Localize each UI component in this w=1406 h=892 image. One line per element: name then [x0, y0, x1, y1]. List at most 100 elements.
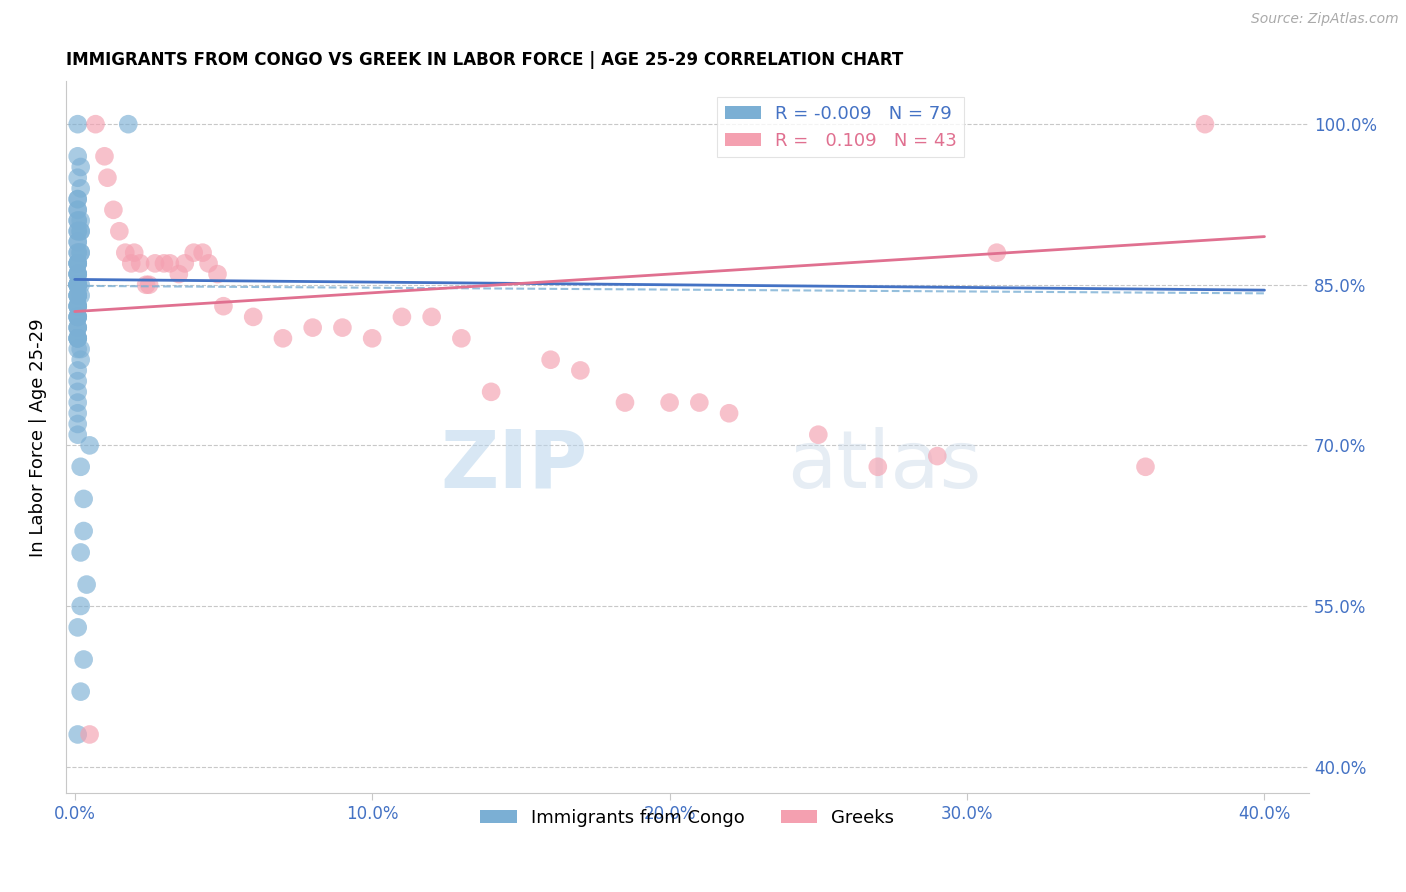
Point	[72, 491, 94, 506]
Point	[135, 277, 157, 292]
Point	[66, 374, 89, 388]
Point	[66, 406, 89, 420]
Point	[66, 224, 89, 238]
Point	[66, 170, 89, 185]
Point	[66, 192, 89, 206]
Point	[1194, 117, 1216, 131]
Point	[66, 299, 89, 313]
Point	[167, 267, 190, 281]
Point	[66, 235, 89, 249]
Point	[66, 288, 89, 302]
Point	[129, 256, 152, 270]
Point	[66, 277, 89, 292]
Point	[540, 352, 562, 367]
Point	[84, 117, 107, 131]
Point	[66, 310, 89, 324]
Point	[66, 620, 89, 634]
Point	[66, 384, 89, 399]
Point	[479, 384, 502, 399]
Point	[96, 170, 118, 185]
Point	[66, 310, 89, 324]
Point	[197, 256, 219, 270]
Point	[66, 288, 89, 302]
Point	[66, 299, 89, 313]
Point	[66, 277, 89, 292]
Point	[69, 342, 91, 356]
Point	[191, 245, 214, 260]
Point	[69, 224, 91, 238]
Point	[66, 256, 89, 270]
Point	[66, 277, 89, 292]
Point	[361, 331, 384, 345]
Point	[66, 320, 89, 334]
Point	[212, 299, 235, 313]
Point	[332, 320, 354, 334]
Point	[927, 449, 949, 463]
Point	[866, 459, 889, 474]
Point	[66, 331, 89, 345]
Point	[66, 202, 89, 217]
Point	[69, 599, 91, 613]
Point	[66, 192, 89, 206]
Point	[66, 320, 89, 334]
Point	[69, 459, 91, 474]
Point	[79, 727, 101, 741]
Legend: Immigrants from Congo, Greeks: Immigrants from Congo, Greeks	[474, 802, 901, 834]
Point	[986, 245, 1008, 260]
Point	[69, 245, 91, 260]
Point	[658, 395, 681, 409]
Point	[69, 245, 91, 260]
Point	[301, 320, 323, 334]
Text: Source: ZipAtlas.com: Source: ZipAtlas.com	[1251, 12, 1399, 26]
Point	[66, 331, 89, 345]
Point	[69, 224, 91, 238]
Point	[66, 288, 89, 302]
Point	[69, 181, 91, 195]
Text: IMMIGRANTS FROM CONGO VS GREEK IN LABOR FORCE | AGE 25-29 CORRELATION CHART: IMMIGRANTS FROM CONGO VS GREEK IN LABOR …	[66, 51, 903, 69]
Point	[66, 342, 89, 356]
Point	[66, 331, 89, 345]
Point	[138, 277, 160, 292]
Point	[271, 331, 294, 345]
Point	[66, 267, 89, 281]
Point	[66, 149, 89, 163]
Point	[69, 352, 91, 367]
Point	[66, 256, 89, 270]
Point	[66, 299, 89, 313]
Point	[117, 117, 139, 131]
Point	[69, 160, 91, 174]
Point	[66, 224, 89, 238]
Point	[66, 202, 89, 217]
Point	[66, 256, 89, 270]
Point	[66, 417, 89, 431]
Point	[66, 331, 89, 345]
Point	[66, 245, 89, 260]
Point	[66, 117, 89, 131]
Point	[143, 256, 166, 270]
Point	[420, 310, 443, 324]
Y-axis label: In Labor Force | Age 25-29: In Labor Force | Age 25-29	[30, 318, 46, 557]
Point	[66, 245, 89, 260]
Point	[159, 256, 181, 270]
Point	[66, 213, 89, 227]
Text: atlas: atlas	[787, 427, 981, 505]
Point	[66, 256, 89, 270]
Point	[69, 545, 91, 559]
Point	[66, 277, 89, 292]
Point	[66, 213, 89, 227]
Point	[207, 267, 229, 281]
Point	[122, 245, 145, 260]
Point	[569, 363, 592, 377]
Point	[718, 406, 741, 420]
Point	[391, 310, 413, 324]
Point	[93, 149, 115, 163]
Point	[66, 363, 89, 377]
Point	[120, 256, 142, 270]
Point	[66, 288, 89, 302]
Point	[69, 213, 91, 227]
Point	[69, 288, 91, 302]
Point	[108, 224, 131, 238]
Point	[66, 310, 89, 324]
Point	[183, 245, 205, 260]
Point	[76, 577, 98, 591]
